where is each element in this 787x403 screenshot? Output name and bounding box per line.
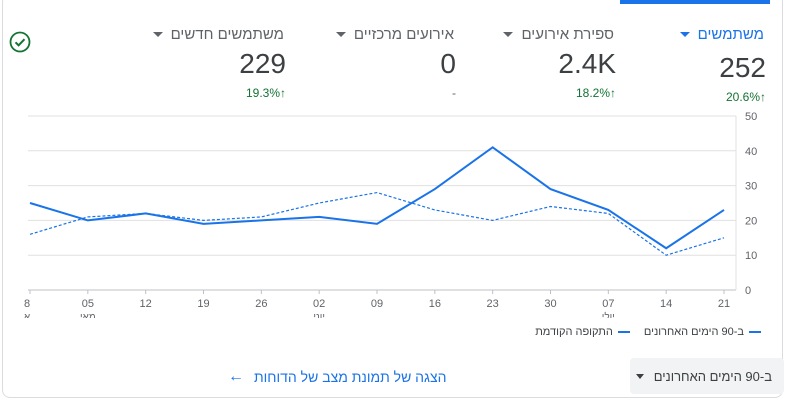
dropdown-caret-icon xyxy=(503,32,514,37)
metric-label: משתמשים xyxy=(679,26,764,43)
date-range-label: ב-90 הימים האחרונים xyxy=(653,368,772,384)
metric-label: משתמשים חדשים xyxy=(152,26,284,43)
metric-change: 18.2%↑ xyxy=(575,86,616,100)
dropdown-caret-icon xyxy=(152,32,163,37)
y-tick-label: 50 xyxy=(745,111,757,123)
x-tick-label: 23 xyxy=(487,298,499,310)
x-tick-label: 16 xyxy=(429,298,441,310)
metric-value: 0 xyxy=(440,48,456,79)
x-tick-label: 14 xyxy=(660,298,672,310)
arrow-left-icon: ← xyxy=(228,368,244,385)
x-tick-label: 02 xyxy=(313,298,325,310)
x-tick-sublabel: יולי xyxy=(602,311,615,318)
y-tick-label: 10 xyxy=(745,250,757,262)
y-tick-label: 30 xyxy=(745,181,757,193)
metric-value: 252 xyxy=(719,52,766,83)
users-line-chart: 0 10 20 30 40 50 8 א 05 מאי 12 19 26 02 יוני 09 16 23 30 07… xyxy=(24,111,757,318)
x-tick-label: 12 xyxy=(140,298,152,310)
metric-tab-key-events[interactable]: אירועים מרכזיים 0 - xyxy=(310,0,460,108)
check-circle-icon[interactable] xyxy=(9,31,31,53)
report-link-label: הצגה של תמונת מצב של הדוחות xyxy=(254,369,447,385)
metric-tab-new-users[interactable]: משתמשים חדשים 229 19.3%↑ xyxy=(140,0,290,108)
x-tick-label: 8 xyxy=(24,298,30,310)
x-tick-label: 26 xyxy=(255,298,267,310)
up-arrow-icon: ↑ xyxy=(280,86,286,100)
dropdown-caret-icon xyxy=(335,32,346,37)
dashed-line-swatch xyxy=(617,331,630,333)
series-line-current xyxy=(29,146,725,250)
up-arrow-icon: ↑ xyxy=(610,86,616,100)
up-arrow-icon: ↑ xyxy=(760,90,766,104)
x-tick-label: 09 xyxy=(371,298,383,310)
metric-change: 20.6%↑ xyxy=(725,90,766,104)
date-range-dropdown[interactable]: ב-90 הימים האחרונים xyxy=(630,358,784,394)
legend-item-previous: התקופה הקודמת xyxy=(535,326,630,338)
x-tick-sublabel: מאי xyxy=(80,312,96,318)
metric-tab-users[interactable]: משתמשים 252 20.6%↑ xyxy=(620,0,770,108)
x-tick-sublabel: א xyxy=(24,312,31,318)
y-tick-label: 0 xyxy=(745,285,751,297)
metric-label: ספירת אירועים xyxy=(503,26,614,43)
metric-tab-event-count[interactable]: ספירת אירועים 2.4K 18.2%↑ xyxy=(470,0,620,108)
x-tick-label: 07 xyxy=(602,298,614,310)
x-tick-label: 19 xyxy=(197,298,209,310)
legend-item-current: ב-90 הימים האחרונים xyxy=(644,326,761,338)
x-tick-label: 21 xyxy=(718,298,730,310)
metric-change: 19.3%↑ xyxy=(245,86,286,100)
x-tick-sublabel: יוני xyxy=(313,312,325,318)
solid-line-swatch xyxy=(749,331,761,333)
x-tick-label: 30 xyxy=(544,298,556,310)
metric-label: אירועים מרכזיים xyxy=(335,26,454,43)
view-reports-snapshot-link[interactable]: הצגה של תמונת מצב של הדוחות ← xyxy=(228,368,446,386)
chart-legend: ב-90 הימים האחרונים התקופה הקודמת xyxy=(535,326,761,338)
y-tick-label: 40 xyxy=(745,146,757,158)
metric-value: 229 xyxy=(239,48,286,79)
dropdown-caret-icon xyxy=(635,373,644,379)
y-tick-label: 20 xyxy=(745,215,757,227)
x-tick-label: 05 xyxy=(82,298,94,310)
series-line-previous xyxy=(29,191,725,256)
dropdown-caret-icon xyxy=(679,32,690,37)
metric-change: - xyxy=(452,86,456,100)
metric-value: 2.4K xyxy=(558,48,616,79)
